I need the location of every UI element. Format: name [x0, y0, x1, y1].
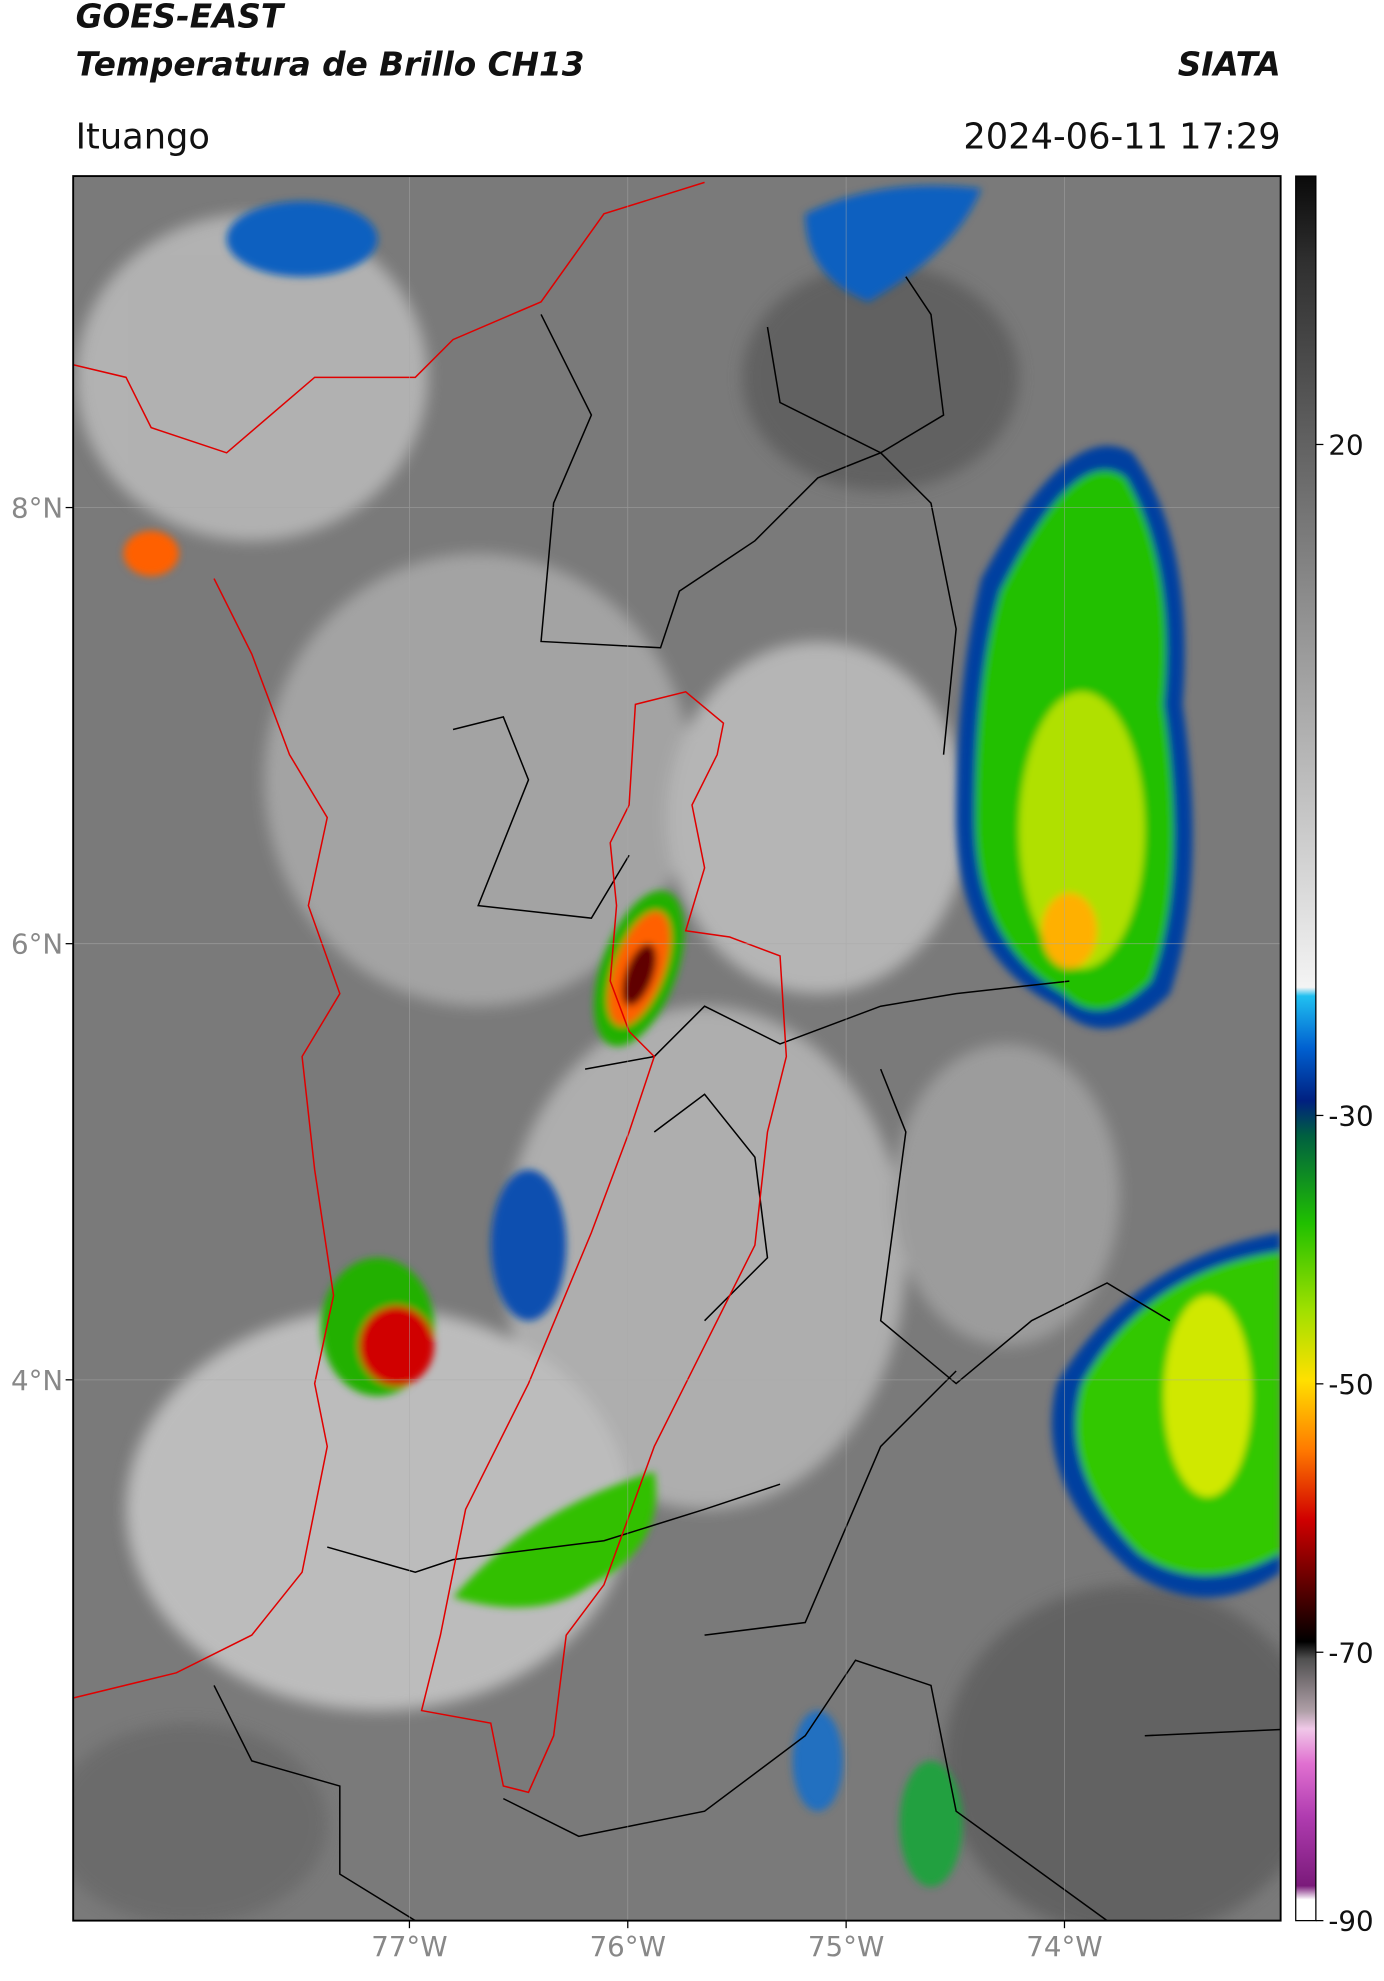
- x-tick-label: 77°W: [371, 1930, 447, 1963]
- y-tick-label: 8°N: [11, 492, 63, 525]
- x-tick-label: 75°W: [808, 1930, 884, 1963]
- y-tick-label: 4°N: [11, 1364, 63, 1397]
- y-tick-label: 6°N: [11, 928, 63, 961]
- colorbar-tick-label: -50: [1328, 1368, 1373, 1401]
- location: Ituango: [76, 116, 210, 157]
- title: GOES-EAST: [76, 0, 286, 36]
- colorbar-tick-label: -90: [1328, 1905, 1373, 1938]
- x-tick-label: 74°W: [1026, 1930, 1102, 1963]
- datetime: 2024-06-11 17:29: [963, 116, 1280, 157]
- subtitle: Temperatura de Brillo CH13: [76, 45, 585, 83]
- colorbar-tick-label: 20: [1328, 429, 1363, 462]
- colorbar-tick-label: -70: [1328, 1636, 1373, 1669]
- source: SIATA: [1178, 45, 1281, 83]
- x-tick-label: 76°W: [590, 1930, 666, 1963]
- colorbar-tick-label: -30: [1328, 1100, 1373, 1133]
- colorbar: [1295, 175, 1317, 1922]
- map-frame: [72, 175, 1282, 1922]
- map-image: [73, 176, 1281, 1921]
